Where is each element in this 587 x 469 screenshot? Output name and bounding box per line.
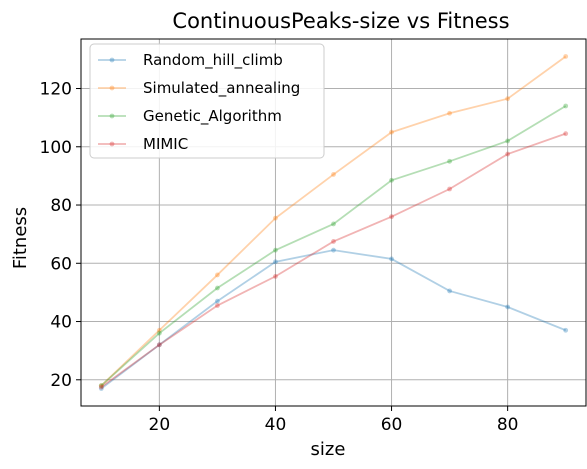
data-point-mimic — [447, 186, 452, 192]
series-line-mimic — [100, 132, 566, 388]
data-point-random-hill-climb — [505, 304, 511, 310]
y-tick-label: 60 — [50, 254, 72, 274]
legend-swatch-marker — [109, 141, 115, 147]
plot-frame — [80, 38, 587, 407]
data-point-random-hill-climb — [447, 288, 452, 294]
x-tick-label: 80 — [497, 415, 519, 435]
data-point-simulated-annealing — [98, 383, 104, 389]
y-tick-label: 100 — [40, 138, 72, 158]
series-line-simulated-annealing — [100, 55, 567, 387]
x-axis-label: size — [311, 439, 346, 460]
legend-swatch-marker — [109, 57, 115, 63]
legend-label: Random_hill_climb — [143, 51, 283, 70]
series-mimic — [98, 131, 569, 390]
data-point-random-hill-climb — [273, 259, 278, 265]
data-point-simulated-annealing — [331, 172, 336, 177]
legend-label: MIMIC — [143, 135, 188, 153]
series-layer — [98, 54, 569, 391]
series-line-genetic-algorithm — [100, 105, 567, 387]
data-point-genetic-algorithm — [563, 103, 569, 109]
y-tick-label: 80 — [50, 196, 72, 216]
legend-item-simulated-annealing: Simulated_annealing — [98, 79, 300, 98]
y-tick-label: 120 — [40, 80, 72, 100]
data-point-simulated-annealing — [563, 54, 569, 59]
y-tick-label: 40 — [50, 313, 72, 333]
data-point-mimic — [505, 151, 511, 157]
x-tick-label: 60 — [381, 415, 403, 435]
data-point-mimic — [389, 214, 394, 220]
series-simulated-annealing — [98, 54, 569, 389]
data-point-simulated-annealing — [389, 129, 394, 135]
legend-box — [89, 43, 325, 159]
x-tick-label: 20 — [149, 415, 171, 435]
data-point-random-hill-climb — [331, 247, 336, 253]
y-tick-label: 20 — [50, 371, 72, 391]
data-point-random-hill-climb — [156, 342, 162, 348]
data-point-random-hill-climb — [563, 327, 569, 333]
ticks: 20 40 60 80 20 40 60 80 100 120 — [40, 80, 519, 435]
data-point-mimic — [331, 239, 336, 244]
series-line-random-hill-climb — [100, 249, 567, 390]
legend-item-mimic: MIMIC — [98, 135, 188, 153]
data-point-genetic-algorithm — [331, 221, 336, 227]
data-point-genetic-algorithm — [98, 383, 104, 389]
legend-swatch-marker — [109, 85, 115, 91]
data-point-simulated-annealing — [156, 327, 162, 333]
legend-label: Simulated_annealing — [143, 79, 300, 98]
data-point-random-hill-climb — [215, 298, 220, 304]
data-point-mimic — [215, 303, 220, 308]
data-point-random-hill-climb — [98, 386, 104, 391]
data-point-random-hill-climb — [389, 256, 394, 262]
data-point-genetic-algorithm — [447, 158, 452, 164]
data-point-simulated-annealing — [447, 110, 452, 116]
legend-label: Genetic_Algorithm — [143, 107, 282, 126]
legend-item-random-hill-climb: Random_hill_climb — [98, 51, 283, 70]
data-point-mimic — [273, 273, 278, 279]
data-point-genetic-algorithm — [389, 177, 394, 183]
series-genetic-algorithm — [98, 103, 569, 389]
legend: Random_hill_climb Simulated_annealing Gene… — [89, 43, 325, 159]
data-point-genetic-algorithm — [215, 285, 220, 291]
data-point-simulated-annealing — [273, 215, 278, 221]
y-axis-label: Fitness — [10, 207, 31, 269]
data-point-simulated-annealing — [505, 96, 511, 102]
legend-swatch-marker — [109, 113, 115, 119]
data-point-genetic-algorithm — [505, 138, 511, 144]
data-point-mimic — [156, 342, 162, 348]
chart-title: ContinuousPeaks-size vs Fitness — [172, 9, 509, 33]
data-point-simulated-annealing — [215, 272, 220, 278]
x-tick-label: 40 — [265, 415, 287, 435]
data-point-mimic — [98, 384, 104, 390]
series-random-hill-climb — [98, 247, 569, 391]
data-point-mimic — [563, 131, 569, 137]
legend-item-genetic-algorithm: Genetic_Algorithm — [98, 107, 282, 126]
data-point-genetic-algorithm — [156, 330, 162, 336]
data-point-genetic-algorithm — [273, 247, 278, 253]
